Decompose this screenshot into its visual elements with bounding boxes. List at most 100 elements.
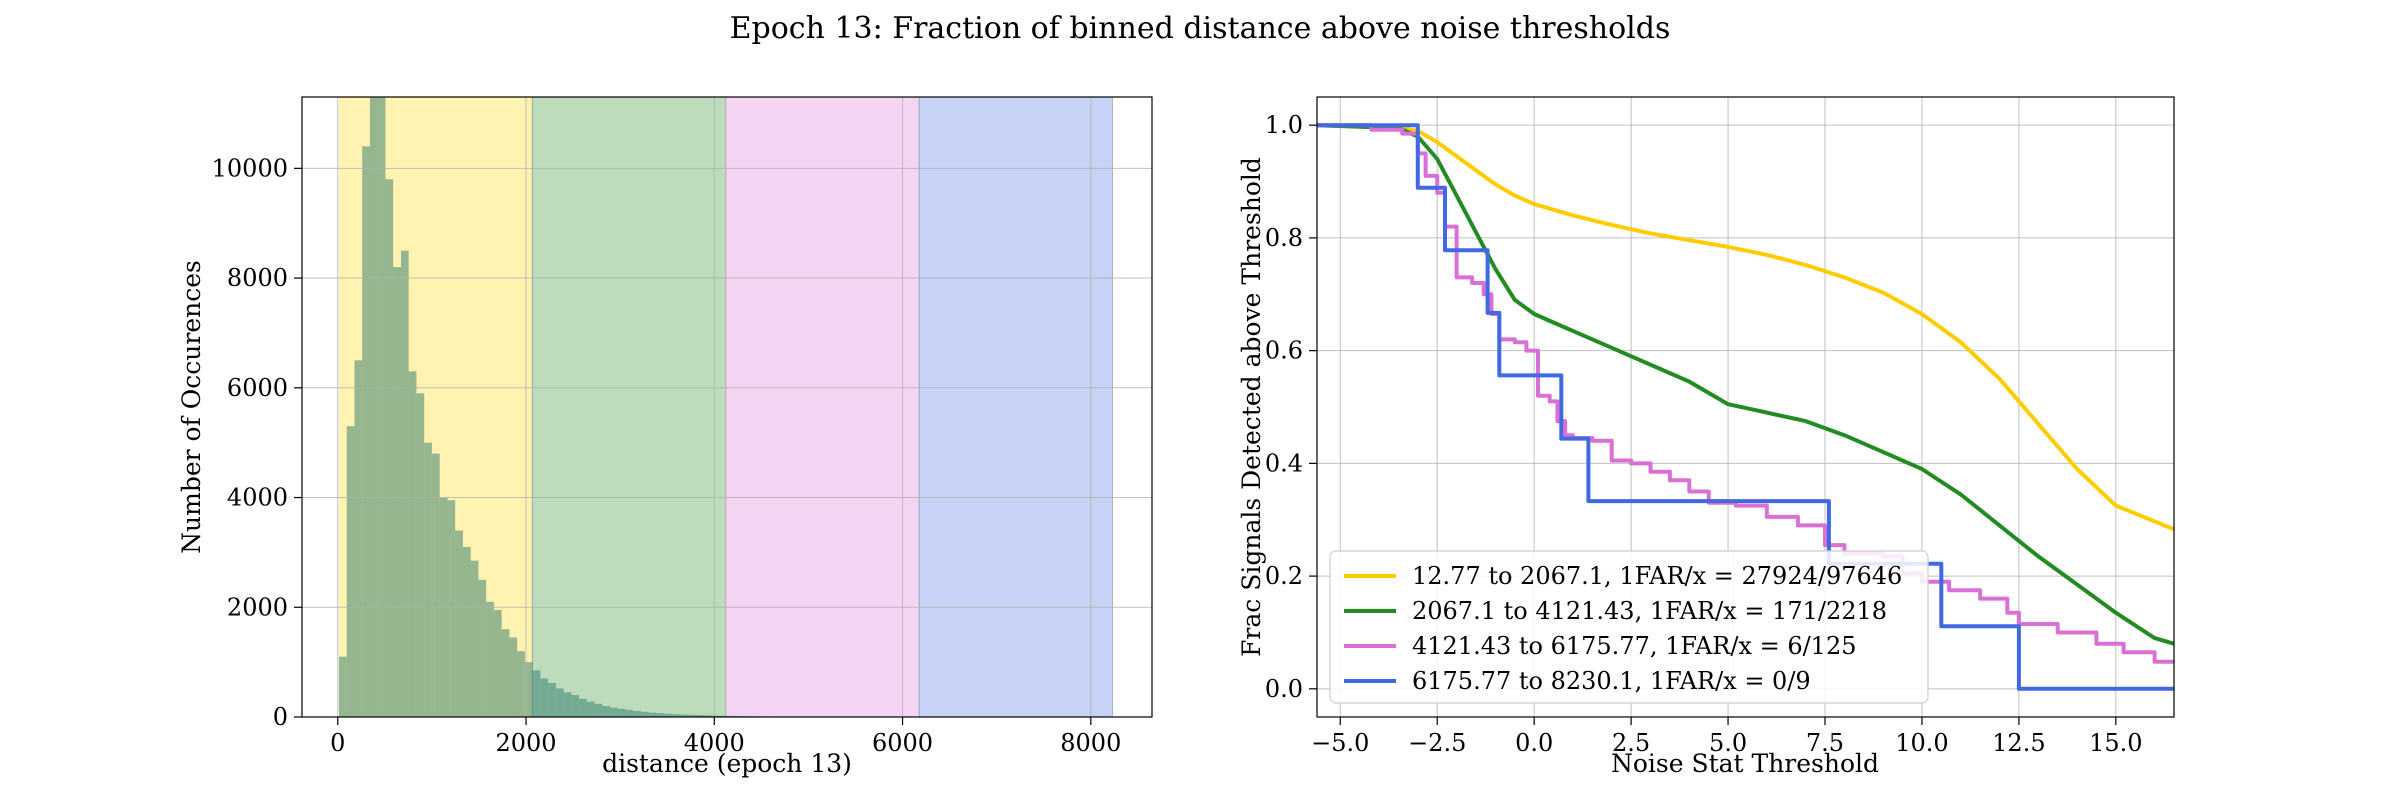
detection-ticks: −5.0 −2.5 0.0 2.5 5.0 7.5 10.0 12.5 15.0 0.0 0.2 0.…	[1265, 111, 2143, 757]
x-tick-label: 12.5	[1992, 729, 2045, 757]
x-tick-label: −2.5	[1408, 729, 1466, 757]
distance-band-2	[532, 97, 726, 717]
histogram-ylabel: Number of Occurences	[177, 260, 206, 554]
histogram-bar	[431, 453, 440, 717]
histogram-bar	[493, 610, 502, 717]
legend-box	[1329, 550, 1929, 704]
histogram-bar	[586, 701, 595, 717]
histogram-bar	[540, 678, 549, 717]
figure-title: Epoch 13: Fraction of binned distance ab…	[730, 11, 1671, 46]
histogram-bar	[610, 707, 618, 717]
histogram-bar	[408, 371, 417, 717]
detection-series-lines	[1317, 123, 2174, 691]
histogram-bar	[579, 698, 587, 717]
histogram-bar	[602, 706, 611, 717]
histogram-bars	[338, 97, 882, 717]
y-tick-label: 0.6	[1265, 337, 1303, 365]
y-tick-label: 10000	[212, 154, 288, 182]
histogram-bar	[416, 393, 425, 717]
histogram-bar	[532, 670, 541, 717]
histogram-bar	[462, 546, 471, 717]
detection-ylabel: Frac Signals Detected above Threshold	[1237, 157, 1266, 657]
histogram-bar	[346, 426, 355, 717]
x-tick-label: 0.0	[1515, 729, 1553, 757]
histogram-bar	[369, 97, 378, 717]
histogram-xlabel: distance (epoch 13)	[602, 749, 852, 778]
y-tick-label: 0	[273, 703, 288, 731]
histogram-bar	[571, 695, 580, 717]
y-tick-label: 2000	[227, 593, 288, 621]
distance-band-3	[725, 97, 920, 717]
histogram-bar	[656, 713, 665, 717]
histogram-bar	[594, 703, 603, 717]
x-tick-label: 2.5	[1612, 729, 1650, 757]
histogram-bar	[470, 560, 479, 717]
y-tick-label: 1.0	[1265, 111, 1303, 139]
histogram-bar	[718, 715, 727, 717]
legend-label: 2067.1 to 4121.43, 1FAR/x = 171/2218	[1412, 597, 1887, 625]
x-tick-label: 2000	[495, 729, 556, 757]
y-tick-label: 0.0	[1265, 675, 1303, 703]
legend-label: 6175.77 to 8230.1, 1FAR/x = 0/9	[1412, 667, 1811, 695]
histogram-bar	[548, 682, 556, 717]
histogram-bar	[633, 710, 642, 717]
histogram-bar	[393, 267, 401, 717]
histogram-bar	[695, 715, 704, 717]
histogram-bar	[703, 715, 711, 717]
distance-band-4	[919, 97, 1113, 717]
histogram-bar	[517, 651, 525, 717]
y-tick-label: 8000	[227, 264, 288, 292]
y-tick-label: 0.2	[1265, 562, 1303, 590]
histogram-bar	[625, 709, 634, 717]
histogram-frame	[301, 96, 1153, 718]
legend-label: 4121.43 to 6175.77, 1FAR/x = 6/125	[1412, 632, 1857, 660]
histogram-bar	[338, 656, 347, 717]
histogram-panel: 0 2000 4000 6000 80000200040006000800010000 …	[177, 96, 1153, 778]
histogram-bar	[641, 711, 649, 717]
detection-frame	[1316, 96, 2175, 718]
histogram-bar	[354, 360, 363, 717]
series-line-3	[1317, 123, 2174, 664]
x-tick-label: 10.0	[1895, 729, 1948, 757]
x-tick-label: 4000	[684, 729, 745, 757]
legend: 12.77 to 2067.1, 1FAR/x = 27924/97646 206…	[1329, 550, 1929, 704]
histogram-bar	[617, 708, 626, 717]
detection-fraction-panel: −5.0 −2.5 0.0 2.5 5.0 7.5 10.0 12.5 15.0 0.0 0.2 0.…	[1237, 96, 2175, 778]
histogram-bar	[400, 250, 409, 717]
x-tick-label: 5.0	[1709, 729, 1747, 757]
detection-xlabel: Noise Stat Threshold	[1611, 749, 1879, 778]
x-tick-label: −5.0	[1311, 729, 1369, 757]
histogram-bar	[424, 442, 432, 717]
series-line-2	[1317, 123, 2174, 646]
legend-label: 12.77 to 2067.1, 1FAR/x = 27924/97646	[1412, 562, 1902, 590]
histogram-ticks: 0 2000 4000 6000 8000 0 2000 4000 6000 8000 10000	[212, 154, 1122, 757]
histogram-bar	[501, 629, 510, 717]
distance-bin-bands	[338, 97, 1113, 717]
histogram-bar	[664, 713, 673, 717]
x-tick-label: 7.5	[1806, 729, 1844, 757]
histogram-bar	[648, 712, 657, 717]
histogram-bar	[679, 714, 688, 717]
histogram-bar	[447, 500, 456, 717]
x-tick-label: 15.0	[2089, 729, 2142, 757]
histogram-bar	[672, 714, 680, 717]
x-tick-label: 0	[330, 729, 345, 757]
histogram-bar	[362, 146, 370, 717]
histogram-bar	[478, 579, 487, 717]
histogram-bar	[377, 97, 386, 717]
histogram-bar	[563, 692, 572, 717]
histogram-bar	[524, 662, 533, 717]
series-line-4	[1317, 123, 2174, 691]
y-tick-label: 4000	[227, 484, 288, 512]
y-tick-label: 0.4	[1265, 449, 1303, 477]
histogram-bar	[509, 637, 518, 717]
histogram-bar	[486, 601, 494, 717]
series-line-1	[1317, 123, 2174, 532]
histogram-bar	[385, 179, 394, 717]
histogram-bar	[555, 688, 564, 717]
y-tick-label: 6000	[227, 374, 288, 402]
x-tick-label: 6000	[872, 729, 933, 757]
y-tick-label: 0.8	[1265, 224, 1303, 252]
histogram-bar	[687, 714, 696, 717]
